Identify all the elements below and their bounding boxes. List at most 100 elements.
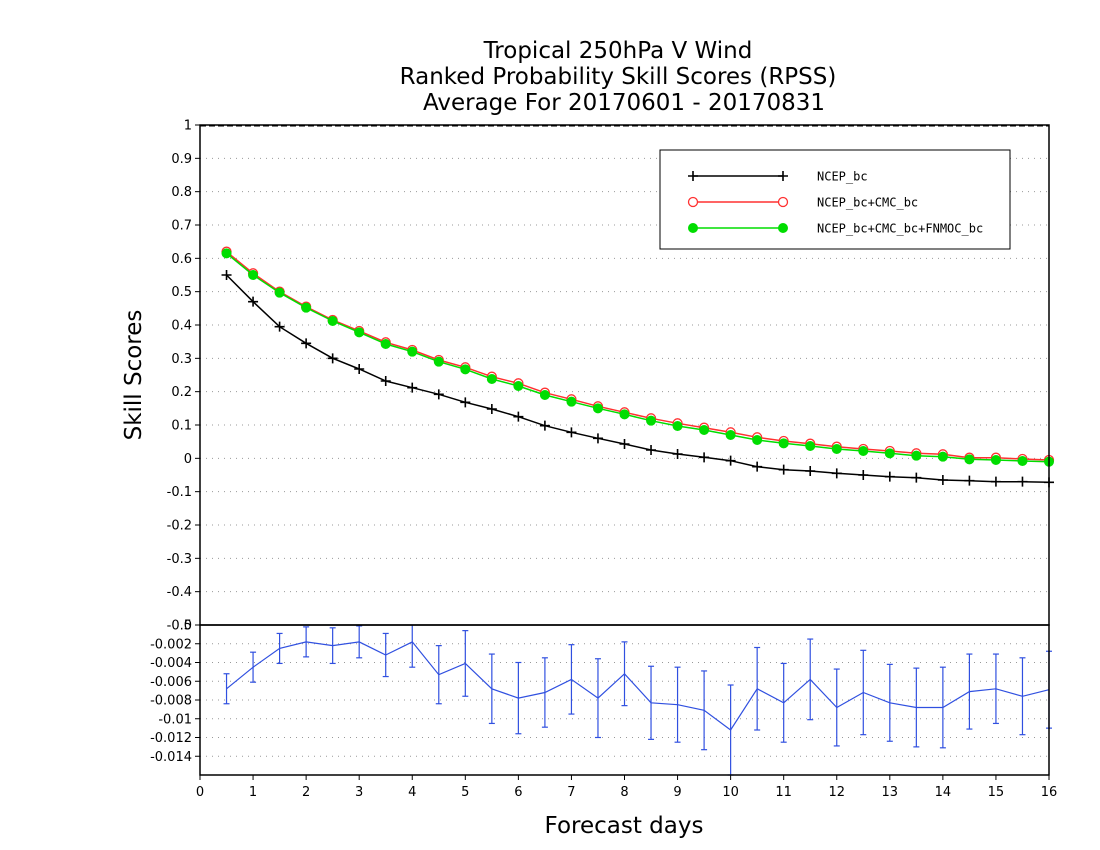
x-tick-label: 10 — [722, 785, 739, 800]
y-tick-label: 0.3 — [171, 352, 192, 367]
data-point-marker — [672, 449, 683, 459]
x-tick-label: 13 — [882, 785, 899, 800]
y-tick-label: -0.2 — [167, 519, 192, 534]
data-point-marker — [990, 476, 1001, 487]
bottom-panel-frame — [199, 624, 1050, 776]
data-point-marker — [911, 472, 922, 483]
data-point-marker — [699, 425, 710, 435]
x-tick-label: 8 — [620, 785, 628, 800]
x-axis-title: Forecast days — [545, 813, 704, 839]
y-tick-label: 0.4 — [171, 319, 192, 334]
data-point-marker — [831, 444, 842, 454]
data-point-marker — [327, 316, 338, 326]
x-axis-ticks: 0 1 2 3 4 5 6 7 8 9 10 11 12 13 14 15 16 — [196, 775, 1057, 800]
data-point-marker — [221, 248, 232, 259]
data-point-marker — [380, 376, 391, 386]
y-tick-label: 1 — [184, 119, 192, 134]
data-point-marker — [990, 455, 1001, 465]
legend-entry: NCEP_bc+CMC_bc — [687, 196, 918, 210]
data-point-marker — [1017, 456, 1028, 466]
data-point-marker — [778, 223, 788, 233]
data-point-marker — [777, 196, 789, 208]
y-tick-label: -0.014 — [150, 750, 192, 765]
data-point-marker — [725, 455, 736, 466]
data-point-marker — [964, 475, 975, 486]
data-point-marker — [752, 461, 763, 472]
y-tick-label: -0.008 — [150, 694, 192, 709]
data-point-marker — [937, 475, 948, 485]
data-point-marker — [778, 171, 788, 181]
data-point-marker — [884, 448, 895, 459]
data-point-marker — [672, 421, 683, 431]
y-tick-label: 0.8 — [171, 185, 192, 200]
data-point-marker — [486, 404, 497, 414]
data-point-marker — [831, 468, 842, 479]
x-tick-label: 3 — [355, 785, 363, 800]
x-tick-label: 0 — [196, 785, 204, 800]
top-panel-grid — [200, 125, 1049, 593]
y-tick-label: 0 — [184, 619, 192, 634]
data-point-marker — [433, 389, 444, 400]
x-tick-label: 2 — [302, 785, 310, 800]
x-tick-label: 12 — [828, 785, 845, 800]
y-tick-label: -0.01 — [158, 712, 192, 727]
y-tick-label: 0 — [184, 452, 192, 467]
bottom-panel-y-ticks: -0.014 -0.012 -0.01 -0.008 -0.006 -0.004 -0.00… — [150, 619, 200, 765]
legend-entry: NCEP_bc+CMC_bc+FNMOC_bc — [688, 222, 983, 236]
data-point-marker — [354, 327, 365, 338]
y-tick-label: -0.012 — [150, 731, 192, 746]
top-panel-series — [221, 246, 1055, 488]
data-point-marker — [407, 382, 418, 393]
y-tick-label: 0.2 — [171, 385, 192, 400]
data-point-marker — [964, 454, 975, 465]
x-tick-label: 11 — [775, 785, 792, 800]
legend-label: NCEP_bc+CMC_bc — [817, 196, 918, 210]
data-point-marker — [301, 302, 312, 313]
data-point-marker — [460, 397, 471, 408]
data-point-marker — [566, 427, 577, 438]
data-point-marker — [274, 287, 285, 298]
chart-title-line-1: Tropical 250hPa V Wind — [483, 38, 753, 64]
x-tick-label: 5 — [461, 785, 469, 800]
data-point-marker — [884, 471, 895, 482]
x-tick-label: 16 — [1041, 785, 1058, 800]
data-point-marker — [248, 270, 259, 280]
y-tick-label: -0.5 — [167, 619, 192, 634]
data-point-marker — [433, 356, 444, 367]
y-tick-label: 0.1 — [171, 419, 192, 434]
chart-title-line-3: Average For 20170601 - 20170831 — [423, 90, 825, 116]
data-point-marker — [221, 270, 232, 280]
data-point-marker — [911, 450, 922, 461]
data-point-marker — [937, 451, 948, 462]
data-point-marker — [248, 296, 259, 307]
y-tick-label: -0.4 — [167, 585, 192, 600]
data-point-marker — [619, 409, 630, 420]
data-point-marker — [646, 415, 657, 426]
data-point-marker — [274, 321, 285, 332]
x-tick-label: 4 — [408, 785, 416, 800]
y-tick-label: 0.5 — [171, 285, 192, 300]
x-tick-label: 6 — [514, 785, 522, 800]
data-point-marker — [1017, 476, 1028, 487]
legend-label: NCEP_bc+CMC_bc+FNMOC_bc — [817, 222, 983, 236]
data-point-marker — [687, 196, 699, 208]
series-line — [226, 641, 1050, 731]
data-point-marker — [725, 430, 736, 440]
data-point-marker — [486, 374, 497, 384]
data-point-marker — [301, 338, 312, 349]
y-tick-label: -0.3 — [167, 552, 192, 567]
y-tick-label: 0.7 — [171, 219, 192, 234]
data-point-marker — [380, 339, 391, 349]
data-point-marker — [646, 445, 657, 455]
data-point-marker — [699, 452, 710, 463]
data-point-marker — [619, 439, 630, 449]
y-tick-label: -0.1 — [167, 485, 192, 500]
data-point-marker — [460, 364, 471, 375]
data-point-marker — [539, 390, 550, 400]
x-tick-label: 14 — [935, 785, 952, 800]
data-point-marker — [688, 171, 698, 181]
legend-entries: NCEP_bc NCEP_bc+CMC_bc NCEP_bc+CMC_bc+FNMO… — [687, 170, 983, 236]
x-tick-label: 9 — [673, 785, 681, 800]
data-point-marker — [778, 438, 789, 449]
